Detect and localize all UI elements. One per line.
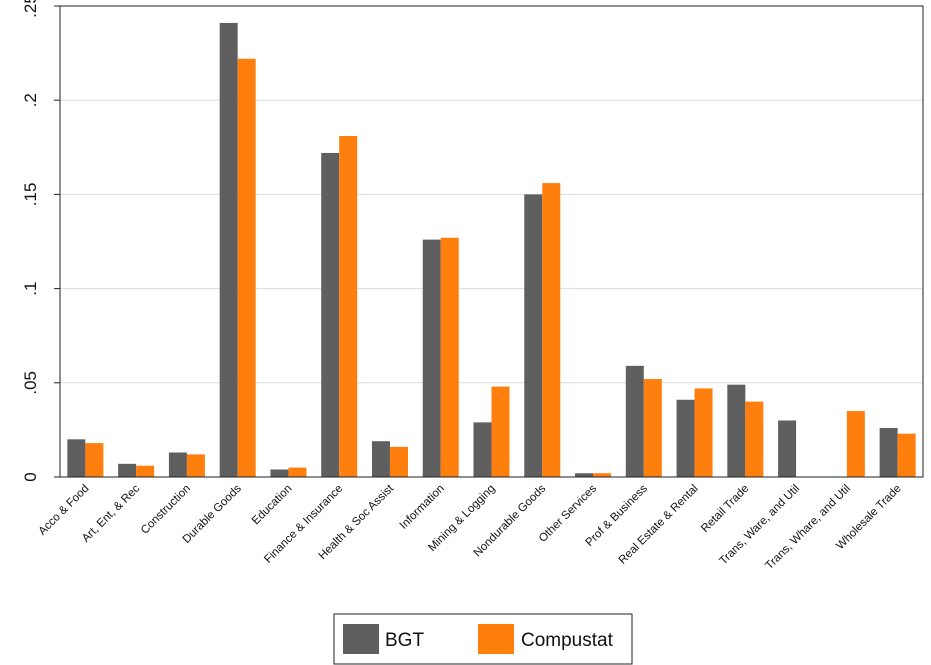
bar-compustat-6 [389,446,408,477]
bar-bgt-11 [625,365,644,477]
y-tick-label: .15 [21,183,40,207]
bar-compustat-13 [745,401,764,477]
bar-compustat-12 [694,388,713,477]
bar-compustat-9 [542,183,561,477]
y-tick-label: .25 [21,0,40,18]
bar-compustat-1 [136,465,155,477]
bar-compustat-3 [237,58,256,477]
bar-bgt-14 [778,420,797,477]
gridlines [60,5,923,384]
bar-bgt-1 [118,463,137,477]
bar-bgt-13 [727,384,746,477]
plot-frame [59,5,924,478]
legend-swatch-compustat [478,624,514,654]
bar-compustat-4 [288,467,307,477]
legend-label-compustat: Compustat [521,630,614,651]
bar-bgt-2 [168,452,187,477]
bar-bgt-3 [219,22,238,478]
bar-compustat-10 [593,473,612,477]
bar-compustat-16 [897,433,916,477]
legend-swatch-bgt [343,624,379,654]
bars [67,22,916,478]
bar-compustat-7 [440,237,459,477]
y-tick-label: .1 [21,282,40,296]
bar-bgt-5 [321,152,340,477]
bar-compustat-0 [85,443,104,477]
legend-label-bgt: BGT [385,630,424,651]
bar-bgt-0 [67,439,86,477]
y-tick-label: .2 [21,93,40,107]
y-tick-label: 0 [21,472,40,481]
bar-compustat-2 [186,454,205,477]
bar-compustat-15 [846,411,865,477]
y-tick-label: .05 [21,371,40,395]
bar-compustat-11 [643,379,662,477]
bar-bgt-8 [473,422,492,477]
bar-bgt-10 [575,473,594,477]
bar-compustat-5 [339,135,358,477]
legend: BGT Compustat [333,613,633,665]
bar-bgt-6 [371,441,390,477]
bar-bgt-16 [879,428,898,477]
bar-bgt-9 [524,194,543,477]
bar-compustat-8 [491,386,510,477]
bar-bgt-4 [270,469,289,477]
bar-bgt-12 [676,399,695,477]
bar-bgt-7 [422,239,441,477]
